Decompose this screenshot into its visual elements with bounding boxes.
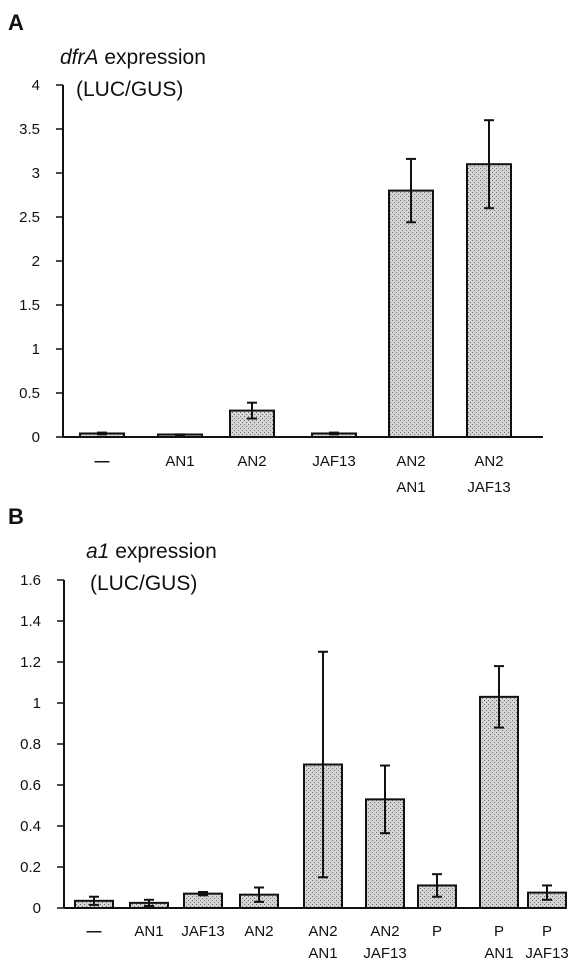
panel-b-letter: B	[8, 504, 24, 529]
chart-a-title: dfrA expression	[60, 46, 206, 69]
chart-a-category-label: —	[95, 453, 110, 470]
chart-b-category-label: AN1	[308, 945, 337, 962]
chart-b-y-tick-label: 1	[33, 695, 41, 712]
chart-a-category-label: AN1	[396, 479, 425, 496]
chart-b-y-tick-label: 0	[33, 900, 41, 917]
chart-a-category-label: AN1	[165, 453, 194, 470]
chart-b-y-tick-label: 1.2	[20, 654, 41, 671]
chart-b-category-label: P	[432, 923, 442, 940]
chart-b-title-rest: expression	[109, 540, 216, 563]
chart-b-y-tick-label: 1.4	[20, 613, 41, 630]
chart-a-category-label: AN2	[474, 453, 503, 470]
chart-a-title-gene: dfrA	[60, 46, 99, 69]
chart-b-y-tick-label: 0.6	[20, 777, 41, 794]
chart-a-bar	[388, 189, 434, 438]
chart-b-y-tick-label: 0.2	[20, 859, 41, 876]
chart-a-y-tick-label: 3	[32, 165, 40, 182]
chart-b-category-label: P	[542, 923, 552, 940]
chart-b-title-gene: a1	[86, 540, 109, 563]
chart-a-y-tick-label: 4	[32, 77, 40, 94]
chart-b-category-label: JAF13	[363, 945, 406, 962]
chart-a-y-tick-label: 3.5	[19, 121, 40, 138]
chart-a-category-label: JAF13	[467, 479, 510, 496]
chart-a-y-tick-label: 2	[32, 253, 40, 270]
chart-b-category-label: —	[87, 923, 102, 940]
chart-b-plot: 0 0.2 0.4 0.6 0.8 1 1.2 1.4 1.6 — AN1 JAF13 AN2 AN2 AN…	[20, 572, 569, 962]
chart-b-category-label: AN2	[244, 923, 273, 940]
chart-b-category-label: AN1	[134, 923, 163, 940]
chart-a-title-rest: expression	[99, 46, 206, 69]
chart-a-title-line2: (LUC/GUS)	[76, 78, 183, 101]
chart-b-bar	[479, 695, 519, 909]
chart-b-y-tick-label: 0.8	[20, 736, 41, 753]
chart-a-category-label: AN2	[396, 453, 425, 470]
chart-b-y-tick-label: 0.4	[20, 818, 41, 835]
chart-a-y-tick-label: 2.5	[19, 209, 40, 226]
chart-b-title-line2: (LUC/GUS)	[90, 572, 197, 595]
chart-b-category-label: P	[494, 923, 504, 940]
chart-b-title: a1 expression	[86, 540, 217, 563]
chart-a-y-tick-label: 0.5	[19, 385, 40, 402]
chart-a-y-tick-label: 0	[32, 429, 40, 446]
chart-b-category-label: AN2	[308, 923, 337, 940]
chart-a-category-label: AN2	[237, 453, 266, 470]
chart-b-category-label: AN2	[370, 923, 399, 940]
chart-a-category-label: JAF13	[312, 453, 355, 470]
chart-a-bar	[466, 163, 512, 438]
chart-b-category-label: JAF13	[525, 945, 568, 962]
chart-a-plot: 0 0.5 1 1.5 2 2.5 3 3.5 4 — AN1 AN2 JAF13 AN2 AN1 AN2 JA…	[19, 77, 543, 496]
chart-a-y-tick-label: 1.5	[19, 297, 40, 314]
chart-b-category-label: JAF13	[181, 923, 224, 940]
chart-a-y-tick-label: 1	[32, 341, 40, 358]
chart-b-y-tick-label: 1.6	[20, 572, 41, 589]
panel-a-letter: A	[8, 10, 24, 35]
chart-b-category-label: AN1	[484, 945, 513, 962]
